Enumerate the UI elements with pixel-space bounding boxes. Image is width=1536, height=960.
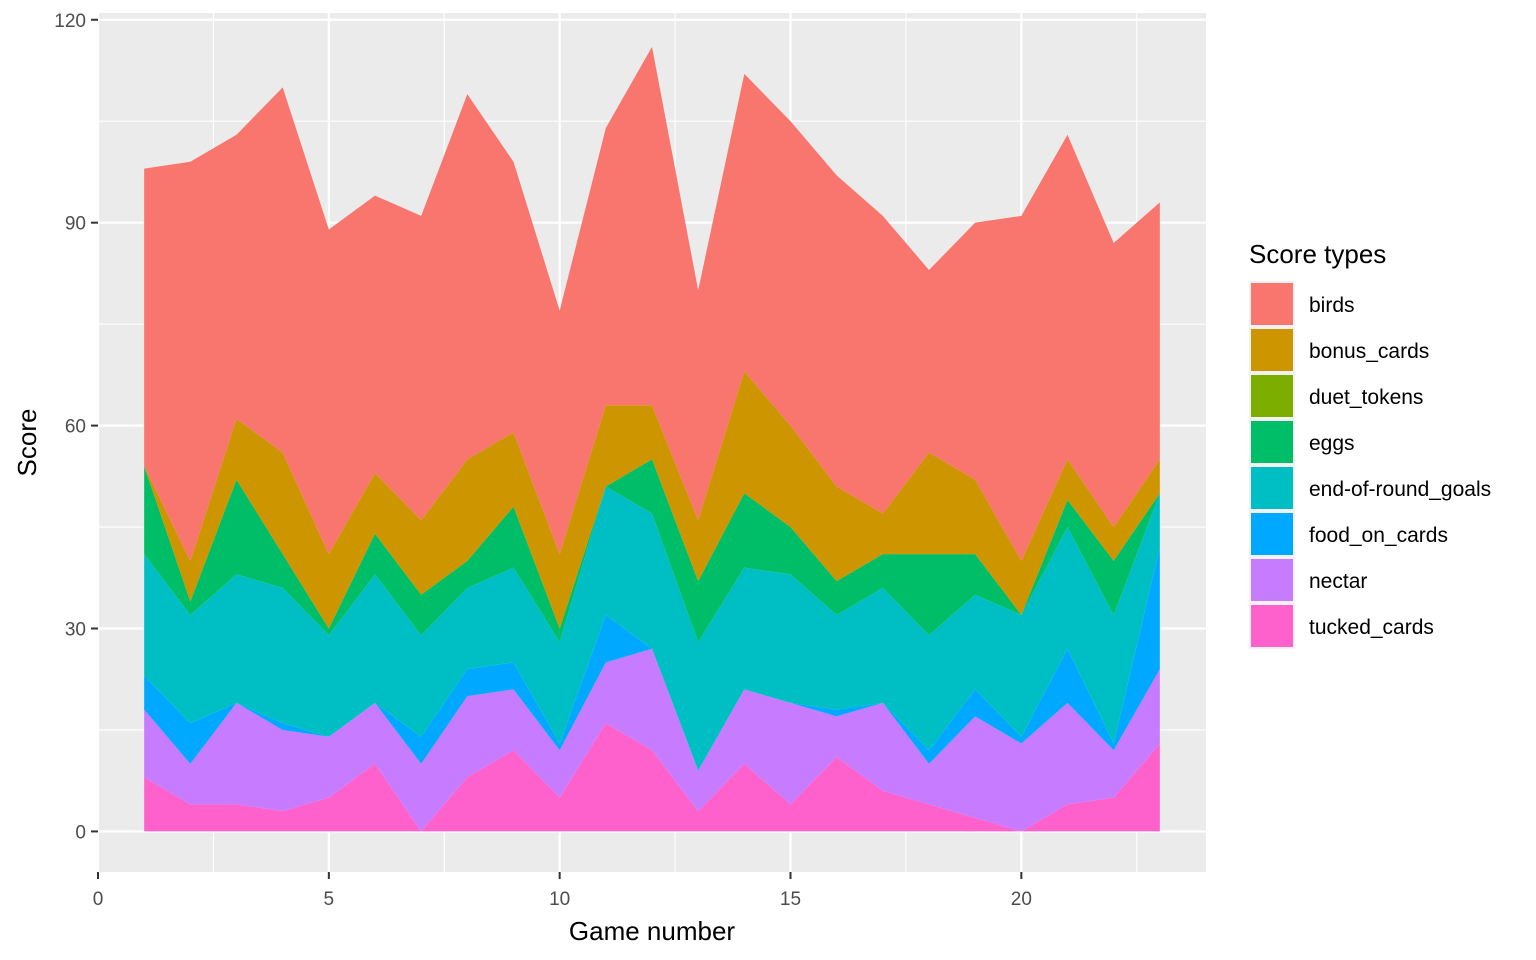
area-bonus_cards: [144, 371, 1160, 629]
legend-item-food_on_cards: food_on_cards: [1249, 511, 1448, 557]
legend-swatch: [1251, 329, 1293, 371]
y-tick-label: 60: [65, 417, 86, 438]
legend-item-eggs: eggs: [1249, 419, 1355, 465]
legend-label: bonus_cards: [1309, 340, 1429, 363]
area-nectar: [144, 648, 1160, 832]
x-tick-label: 15: [780, 889, 801, 910]
x-tick-label: 0: [93, 889, 104, 910]
legend-label: tucked_cards: [1309, 616, 1434, 639]
legend-label: food_on_cards: [1309, 524, 1448, 547]
legend-label: end-of-round_goals: [1309, 478, 1491, 501]
legend-label: nectar: [1309, 570, 1367, 593]
legend-item-birds: birds: [1249, 281, 1355, 327]
legend-title: Score types: [1249, 239, 1386, 269]
legend-label: eggs: [1309, 432, 1355, 455]
legend-item-end-of-round_goals: end-of-round_goals: [1249, 465, 1491, 511]
area-series: [144, 46, 1160, 832]
y-tick-label: 120: [54, 11, 86, 32]
area-end-of-round_goals: [144, 486, 1160, 771]
legend-swatch: [1251, 283, 1293, 325]
legend-item-bonus_cards: bonus_cards: [1249, 327, 1429, 373]
area-tucked_cards: [144, 723, 1160, 832]
legend-label: duet_tokens: [1309, 386, 1423, 409]
legend-item-nectar: nectar: [1249, 557, 1367, 603]
y-tick-label: 0: [75, 822, 86, 843]
x-axis-title: Game number: [569, 916, 736, 946]
x-tick-label: 10: [549, 889, 570, 910]
legend-swatch: [1251, 605, 1293, 647]
x-tick-label: 5: [324, 889, 335, 910]
y-tick-label: 30: [65, 620, 86, 641]
legend-swatch: [1251, 375, 1293, 417]
legend-swatch: [1251, 559, 1293, 601]
area-birds: [144, 46, 1160, 561]
legend-swatch: [1251, 467, 1293, 509]
y-axis-ticks: 0 30 60 90 120: [54, 11, 98, 843]
x-axis-ticks: 0 5 10 15 20: [93, 872, 1032, 910]
legend-item-tucked_cards: tucked_cards: [1249, 603, 1434, 649]
area-eggs: [144, 459, 1160, 643]
legend-item-duet_tokens: duet_tokens: [1249, 373, 1423, 419]
y-axis-title: Score: [12, 409, 42, 477]
legend-label: birds: [1309, 294, 1355, 317]
x-tick-label: 20: [1011, 889, 1032, 910]
legend-swatch: [1251, 421, 1293, 463]
y-tick-label: 90: [65, 214, 86, 235]
legend-swatch: [1251, 513, 1293, 555]
